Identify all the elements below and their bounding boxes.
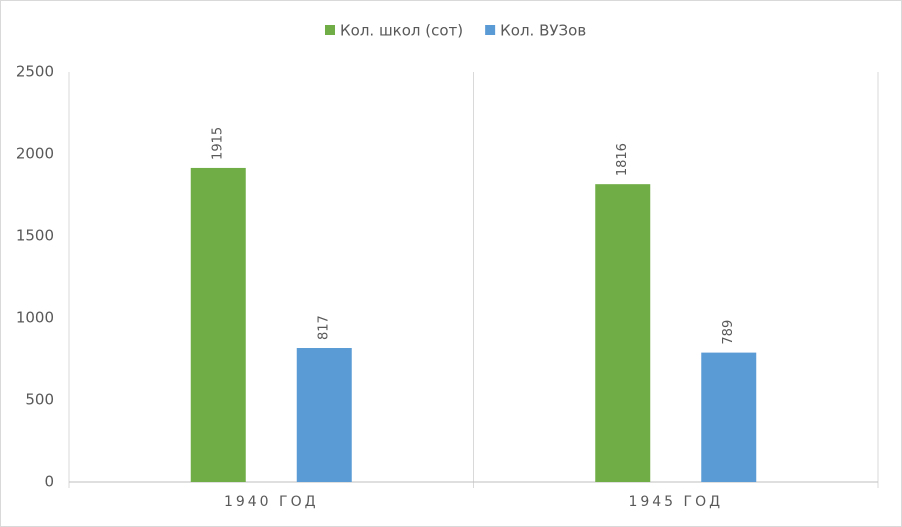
data-label: 789 xyxy=(721,320,736,345)
data-label: 817 xyxy=(317,315,332,340)
bar xyxy=(701,352,757,482)
legend-label: Кол. школ (сот) xyxy=(340,22,463,40)
y-tick-label: 1000 xyxy=(16,309,54,327)
x-tick-label: 1945 ГОД xyxy=(628,494,723,510)
data-label: 1816 xyxy=(615,143,630,176)
data-label: 1915 xyxy=(211,127,226,160)
y-tick-label: 1500 xyxy=(16,227,54,245)
legend-swatch xyxy=(325,25,335,35)
y-tick-label: 0 xyxy=(44,473,54,491)
bar xyxy=(595,184,651,482)
y-tick-label: 2000 xyxy=(16,145,54,163)
x-tick-label: 1940 ГОД xyxy=(224,494,319,510)
bar xyxy=(190,167,246,482)
legend-swatch xyxy=(485,25,496,35)
y-tick-label: 2500 xyxy=(16,63,54,81)
y-tick-label: 500 xyxy=(25,391,54,409)
bar xyxy=(296,348,352,482)
legend-label: Кол. ВУЗов xyxy=(500,22,586,40)
